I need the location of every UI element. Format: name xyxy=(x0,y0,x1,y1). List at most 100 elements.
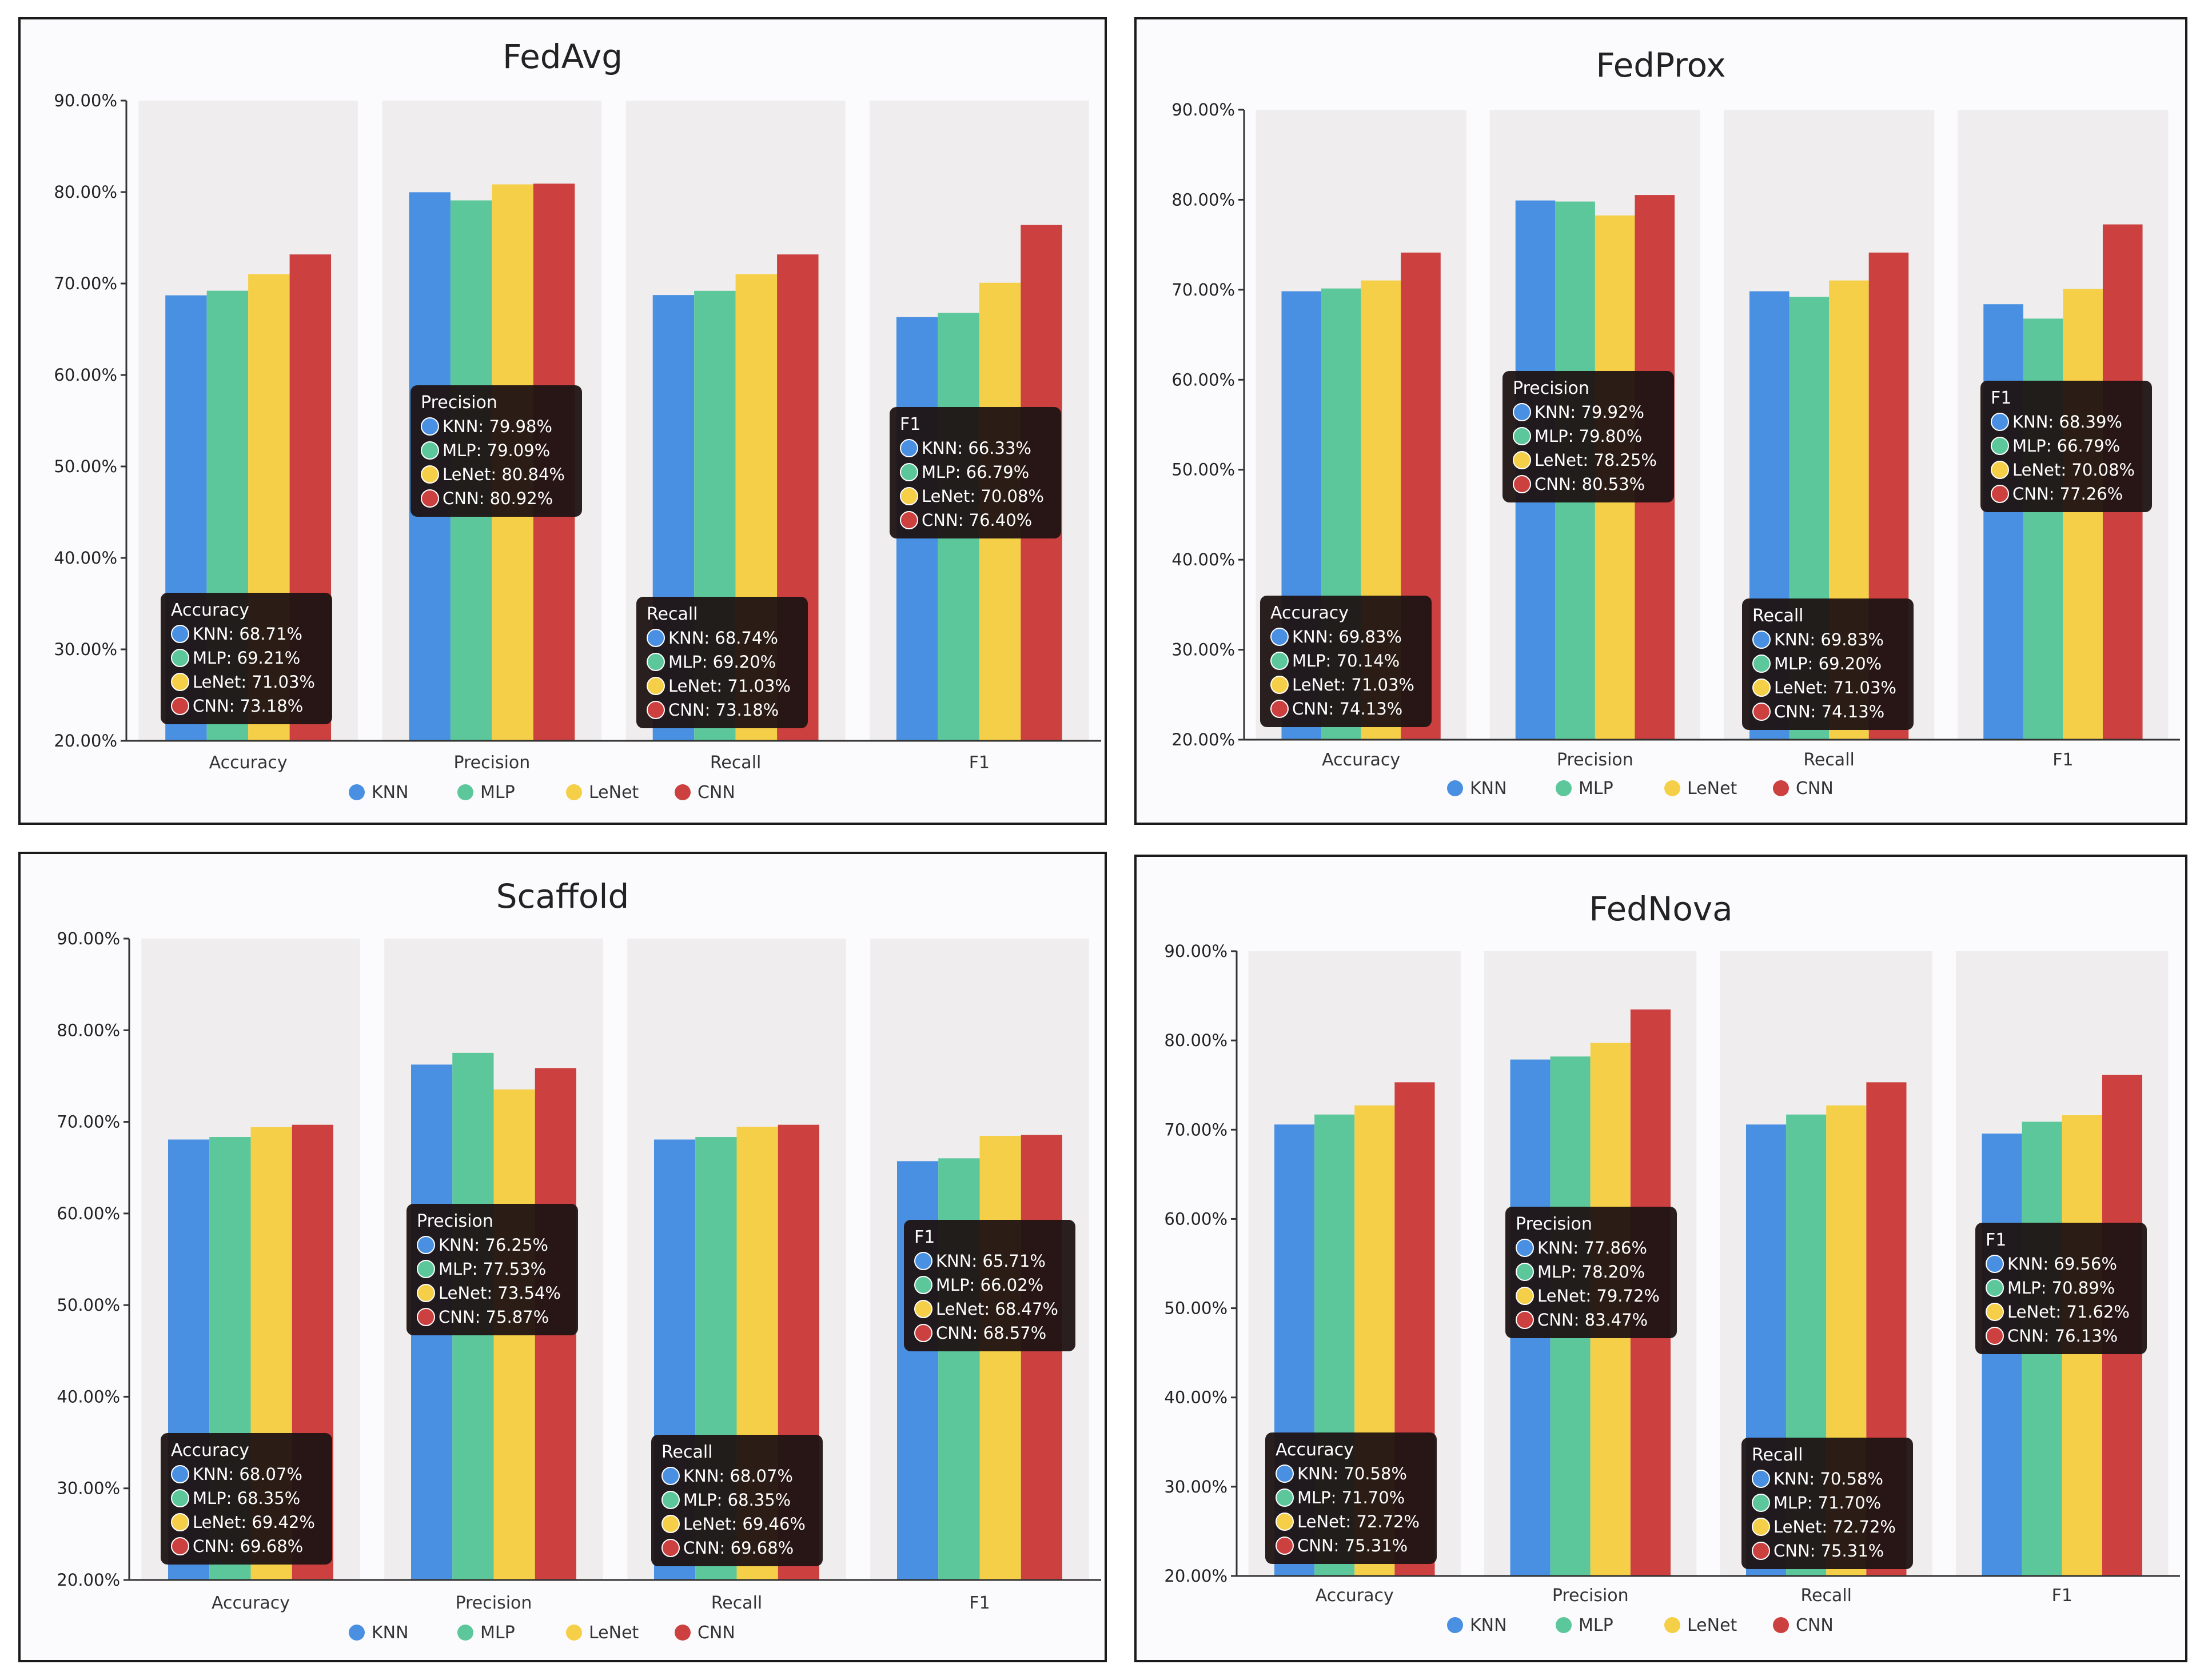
y-tick-label: 50.00% xyxy=(57,1295,120,1315)
legend-swatch xyxy=(1664,1617,1680,1633)
tooltip-line: LeNet: 72.72% xyxy=(1773,1517,1896,1537)
legend-item-lenet[interactable]: LeNet xyxy=(566,1623,639,1643)
tooltip-swatch xyxy=(1986,1255,2004,1273)
bar-knn-f1[interactable] xyxy=(1982,1134,2022,1576)
legend-item-mlp[interactable]: MLP xyxy=(1556,1615,1613,1635)
tooltip-box xyxy=(161,593,332,724)
legend-item-lenet[interactable]: LeNet xyxy=(566,783,639,803)
legend-item-cnn[interactable]: CNN xyxy=(1773,779,1834,799)
tooltip-line: MLP: 70.14% xyxy=(1292,651,1400,671)
legend-label: MLP xyxy=(480,783,515,803)
legend-label: CNN xyxy=(698,1623,735,1643)
legend-swatch xyxy=(1556,780,1572,796)
y-tick-label: 70.00% xyxy=(57,1112,120,1132)
tooltip-swatch xyxy=(1270,628,1289,646)
tooltip-line: KNN: 68.39% xyxy=(2012,412,2122,432)
tooltip-swatch xyxy=(1513,403,1531,421)
x-tick-label: Accuracy xyxy=(1322,750,1400,770)
tooltip-title: F1 xyxy=(900,414,920,434)
chart-title: FedAvg xyxy=(503,37,623,76)
x-tick-label: Recall xyxy=(710,753,762,773)
tooltip-line: KNN: 66.33% xyxy=(922,438,1031,458)
legend-item-mlp[interactable]: MLP xyxy=(1556,779,1613,799)
tooltip-line: KNN: 68.74% xyxy=(668,628,778,648)
tooltip-line: CNN: 75.31% xyxy=(1773,1541,1884,1561)
tooltip-line: KNN: 76.25% xyxy=(439,1235,548,1255)
fednova-chart-panel: FedNova Accuracy Precision Recall F1 20.00% 30… xyxy=(1134,855,2187,1662)
tooltip-swatch xyxy=(1991,437,2009,455)
legend-swatch xyxy=(1556,1617,1572,1633)
tooltip-box xyxy=(1505,1207,1677,1338)
tooltip-line: KNN: 79.92% xyxy=(1535,402,1644,422)
tooltip-line: MLP: 78.20% xyxy=(1537,1262,1645,1282)
legend-item-knn[interactable]: KNN xyxy=(349,783,409,803)
legend-item-cnn[interactable]: CNN xyxy=(675,1623,735,1643)
tooltip-swatch xyxy=(647,653,665,671)
tooltip-swatch xyxy=(1752,703,1771,721)
tooltip-title: Precision xyxy=(1516,1214,1592,1234)
bar-lenet-f1[interactable] xyxy=(979,1136,1021,1580)
tooltip-line: LeNet: 69.42% xyxy=(193,1513,315,1532)
tooltip-recall: Recall KNN: 68.07% MLP: 68.35% LeNet: 69.46… xyxy=(651,1435,823,1566)
tooltip-title: F1 xyxy=(1991,388,2011,408)
chart-svg: FedNova Accuracy Precision Recall F1 20.00% 30… xyxy=(1164,889,2180,1635)
y-tick-label: 50.00% xyxy=(1171,460,1235,480)
tooltip-swatch xyxy=(171,697,189,715)
tooltip-precision: Precision KNN: 79.92% MLP: 79.80% LeNet: 78… xyxy=(1502,371,1674,502)
legend-label: LeNet xyxy=(589,1623,639,1643)
tooltip-box xyxy=(406,1204,578,1335)
tooltip-box xyxy=(1980,381,2152,512)
tooltip-swatch xyxy=(1991,485,2009,503)
tooltip-line: KNN: 77.86% xyxy=(1537,1238,1647,1258)
y-tick-label: 60.00% xyxy=(54,365,117,385)
tooltip-line: KNN: 69.83% xyxy=(1774,630,1884,649)
legend-label: LeNet xyxy=(1687,779,1737,799)
y-tick-label: 20.00% xyxy=(1164,1566,1227,1586)
tooltip-box xyxy=(161,1433,332,1565)
tooltip-swatch xyxy=(1752,679,1771,697)
tooltip-swatch xyxy=(661,1491,680,1509)
tooltip-line: MLP: 68.35% xyxy=(683,1490,791,1510)
tooltip-swatch xyxy=(661,1515,680,1533)
tooltip-line: LeNet: 71.62% xyxy=(2007,1302,2130,1322)
legend-item-knn[interactable]: KNN xyxy=(1447,779,1507,799)
tooltip-swatch xyxy=(1276,1464,1294,1483)
legend-item-mlp[interactable]: MLP xyxy=(457,1623,515,1643)
tooltip-line: MLP: 79.09% xyxy=(443,441,550,460)
legend-item-lenet[interactable]: LeNet xyxy=(1664,779,1737,799)
bar-knn-f1[interactable] xyxy=(1983,304,2023,740)
tooltip-line: MLP: 69.20% xyxy=(1774,654,1882,673)
legend-item-cnn[interactable]: CNN xyxy=(675,783,735,803)
y-tick-label: 60.00% xyxy=(1171,370,1235,389)
bar-cnn-f1[interactable] xyxy=(1021,1135,1062,1580)
tooltip-swatch xyxy=(421,465,439,484)
tooltip-swatch xyxy=(1752,1542,1770,1560)
tooltip-swatch xyxy=(171,1465,189,1483)
tooltip-line: LeNet: 72.72% xyxy=(1297,1512,1420,1531)
tooltip-precision: Precision KNN: 76.25% MLP: 77.53% LeNet: 73… xyxy=(406,1204,578,1335)
legend-label: KNN xyxy=(372,1623,409,1643)
legend-item-knn[interactable]: KNN xyxy=(349,1623,409,1643)
tooltip-line: CNN: 76.13% xyxy=(2007,1326,2118,1346)
y-tick-label: 30.00% xyxy=(57,1479,120,1498)
tooltip-swatch xyxy=(647,701,665,719)
tooltip-swatch xyxy=(1270,652,1289,670)
legend-item-cnn[interactable]: CNN xyxy=(1773,1615,1834,1635)
tooltip-line: MLP: 69.20% xyxy=(668,652,776,672)
tooltip-title: Recall xyxy=(661,1442,713,1462)
bar-lenet-f1[interactable] xyxy=(2063,289,2103,740)
legend-item-mlp[interactable]: MLP xyxy=(457,783,515,803)
tooltip-precision: Precision KNN: 79.98% MLP: 79.09% LeNet: 80… xyxy=(410,385,582,517)
tooltip-box xyxy=(1742,598,1914,730)
legend-swatch xyxy=(675,784,691,800)
tooltip-line: LeNet: 70.08% xyxy=(2012,460,2135,480)
y-tick-label: 20.00% xyxy=(1171,730,1235,749)
tooltip-swatch xyxy=(417,1308,435,1326)
legend-item-knn[interactable]: KNN xyxy=(1447,1615,1507,1635)
tooltip-line: CNN: 73.18% xyxy=(668,700,779,720)
tooltip-line: KNN: 68.07% xyxy=(683,1466,793,1486)
tooltip-line: MLP: 66.79% xyxy=(922,462,1029,482)
y-tick-label: 90.00% xyxy=(57,929,120,948)
legend-item-lenet[interactable]: LeNet xyxy=(1664,1615,1737,1635)
